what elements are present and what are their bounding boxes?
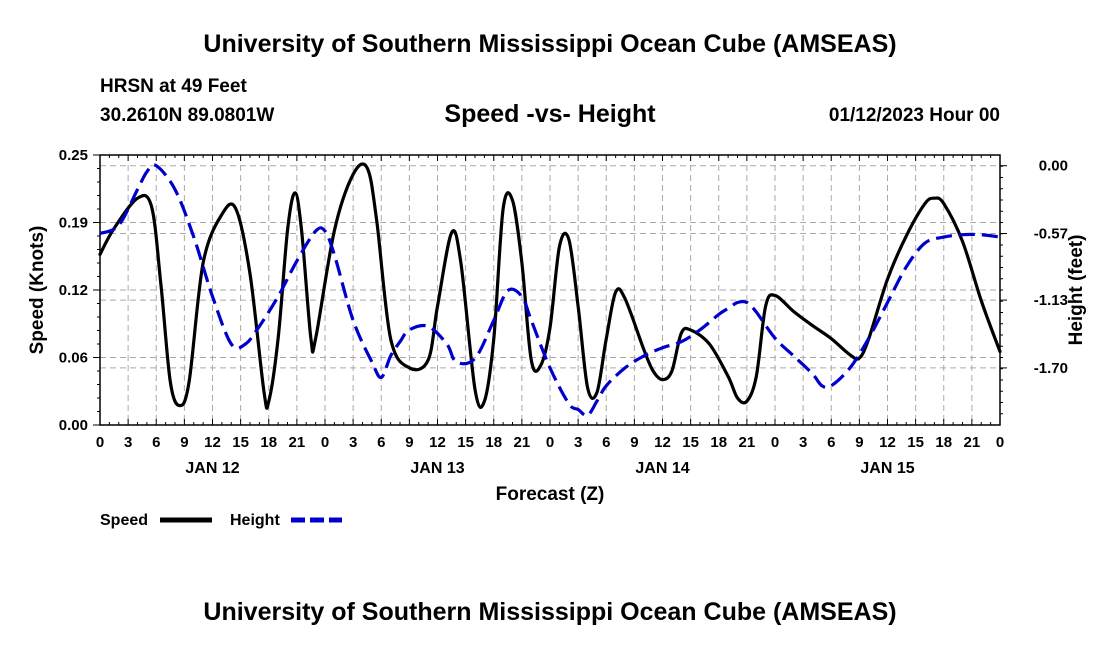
x-tick-label: 12 [429,434,446,451]
y-left-tick-label: 0.19 [59,215,88,232]
date-label: JAN 13 [410,460,464,477]
x-tick-label: 0 [321,434,329,451]
y-left-tick-label: 0.12 [59,282,88,299]
x-tick-label: 3 [574,434,582,451]
x-tick-label: 12 [879,434,896,451]
axis-ticks: 0 3 6 9 12 15 18 21 0 3 6 9 12 15 18 21 0 3 6 9 12 15 18 21 0 3 6 9… [59,147,1068,477]
legend: Speed Height [100,512,342,529]
speed-height-chart: 0 3 6 9 12 15 18 21 0 3 6 9 12 15 18 21 0 3 6 9 12 15 18 21 0 3 6 9… [27,147,1087,529]
legend-speed-label: Speed [100,512,148,529]
x-tick-label: 0 [771,434,779,451]
x-tick-label: 15 [682,434,699,451]
footer-title: University of Southern Mississippi Ocean… [203,598,897,626]
y-left-tick-label: 0.25 [59,147,88,164]
x-tick-label: 6 [602,434,610,451]
x-tick-label: 12 [204,434,221,451]
x-tick-label: 12 [654,434,671,451]
x-tick-label: 15 [457,434,474,451]
x-tick-label: 21 [739,434,756,451]
axis-labels: Forecast (Z) Speed (Knots) Height (feet) [27,226,1087,505]
y-right-tick-label: -1.70 [1034,360,1068,377]
x-tick-label: 3 [124,434,132,451]
x-tick-label: 9 [630,434,638,451]
date-label: JAN 12 [185,460,239,477]
y-right-tick-label: -1.13 [1034,292,1068,309]
chart-grid [100,155,1000,425]
x-tick-label: 3 [349,434,357,451]
x-tick-label: 3 [799,434,807,451]
height-series-line [99,163,1001,418]
y-axis-right-label: Height (feet) [1066,235,1087,346]
y-right-tick-label: -0.57 [1034,226,1068,243]
x-tick-label: 6 [827,434,835,451]
x-tick-label: 0 [996,434,1004,451]
x-tick-label: 0 [546,434,554,451]
x-tick-label: 18 [485,434,502,451]
speed-series-line [98,162,1002,410]
legend-height-label: Height [230,512,280,529]
coordinates-label: 30.2610N 89.0801W [100,105,275,126]
x-tick-label: 21 [964,434,981,451]
x-tick-label: 21 [514,434,531,451]
x-axis-label: Forecast (Z) [496,484,605,505]
x-tick-label: 0 [96,434,104,451]
date-label: JAN 14 [635,460,689,477]
series-layer [98,162,1002,418]
x-tick-label: 18 [260,434,277,451]
station-label: HRSN at 49 Feet [100,76,247,97]
x-tick-label: 9 [405,434,413,451]
x-tick-label: 9 [855,434,863,451]
y-axis-left-label: Speed (Knots) [27,226,48,355]
y-left-tick-label: 0.00 [59,417,88,434]
chart-title: University of Southern Mississippi Ocean… [203,30,897,58]
y-left-tick-label: 0.06 [59,350,88,367]
chart-subtitle: Speed -vs- Height [444,100,656,128]
x-tick-label: 9 [180,434,188,451]
forecast-datetime: 01/12/2023 Hour 00 [828,105,1000,126]
x-tick-label: 6 [152,434,160,451]
x-tick-label: 21 [289,434,306,451]
x-tick-label: 18 [935,434,952,451]
x-tick-label: 18 [710,434,727,451]
y-right-tick-label: 0.00 [1039,158,1068,175]
x-tick-label: 15 [232,434,249,451]
x-tick-label: 6 [377,434,385,451]
x-tick-label: 15 [907,434,924,451]
date-label: JAN 15 [860,460,914,477]
